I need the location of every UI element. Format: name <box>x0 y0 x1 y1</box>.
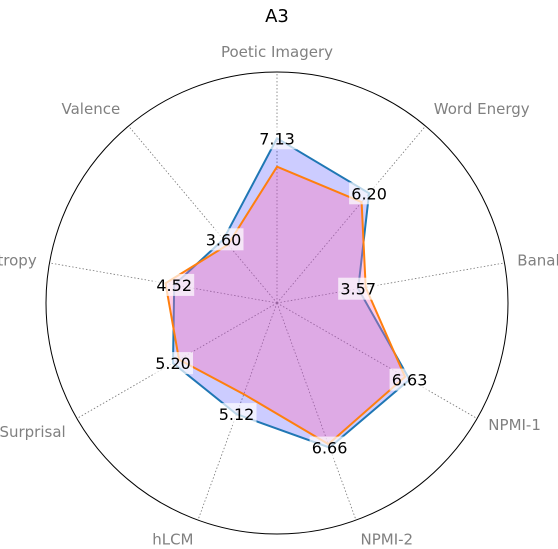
value-label-valence: 3.60 <box>203 228 244 251</box>
value-label-text: 5.20 <box>155 354 191 373</box>
value-label-word-energy: 6.20 <box>349 182 390 205</box>
value-label-npmi-2: 6.66 <box>309 436 350 459</box>
value-label-text: 6.20 <box>351 184 387 203</box>
spoke-npmi-2 <box>276 302 357 521</box>
series-2-polygon <box>164 165 407 446</box>
axis-label-word-energy: Word Energy <box>434 100 530 118</box>
value-label-poetic-imagery: 7.13 <box>257 127 297 150</box>
value-labels: 7.13 6.20 3.57 6.63 6.66 5.12 5.20 4.52 3.60 <box>153 127 430 459</box>
axis-label-npmi-2: NPMI-2 <box>361 530 414 548</box>
value-label-hlcm: 5.12 <box>216 403 257 426</box>
value-label-surprisal: 5.20 <box>153 352 193 375</box>
value-label-box <box>203 228 244 251</box>
value-label-box <box>216 403 257 426</box>
value-label-box <box>389 368 430 391</box>
value-label-box <box>154 273 195 296</box>
value-label-box <box>349 182 390 205</box>
value-label-text: 4.52 <box>156 276 192 295</box>
value-label-banality: 3.57 <box>338 277 379 300</box>
axis-label-banality: Banality <box>517 252 558 270</box>
value-label-box <box>309 436 350 459</box>
value-label-text: 6.63 <box>392 371 428 390</box>
value-label-box <box>257 127 297 150</box>
axis-label-poetic-imagery: Poetic Imagery <box>221 43 333 61</box>
axis-labels: Poetic Imagery Word Energy Banality NPMI-1 N… <box>0 43 558 548</box>
value-label-text: 7.13 <box>259 129 295 148</box>
value-label-entropy: 4.52 <box>154 273 195 296</box>
value-label-text: 6.66 <box>312 439 348 458</box>
axis-label-entropy: Entropy <box>0 252 37 270</box>
series-polygons <box>164 136 411 449</box>
outer-ring <box>45 71 509 535</box>
spoke-banality <box>276 262 505 304</box>
value-label-npmi-1: 6.63 <box>389 368 430 391</box>
axis-label-valence: Valence <box>62 100 121 118</box>
value-label-text: 3.60 <box>206 230 242 249</box>
value-label-text: 3.57 <box>340 280 376 299</box>
spoke-npmi-1 <box>276 302 478 419</box>
axis-label-surprisal: Surprisal <box>0 423 66 441</box>
spoke-word-energy <box>276 125 426 304</box>
axis-label-hlcm: hLCM <box>152 530 193 548</box>
value-label-text: 5.12 <box>219 405 255 424</box>
spoke-valence <box>128 125 278 304</box>
axis-label-npmi-1: NPMI-1 <box>488 416 541 434</box>
value-label-box <box>338 277 379 300</box>
chart-title: A3 <box>265 6 289 27</box>
value-label-box <box>153 352 193 375</box>
